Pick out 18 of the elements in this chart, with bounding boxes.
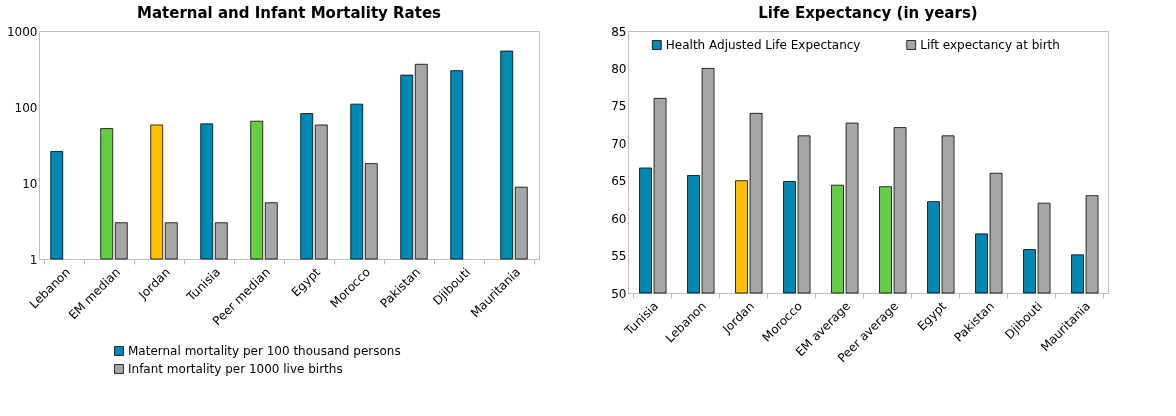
chart-title: Life Expectancy (in years) — [758, 4, 978, 22]
legend-label: Infant mortality per 1000 live births — [128, 362, 343, 376]
y-tick-label: 70 — [611, 136, 627, 151]
y-tick-label: 75 — [611, 99, 627, 114]
legend-label: Maternal mortality per 100 thousand persons — [128, 344, 401, 358]
y-tick-label: 85 — [611, 24, 627, 39]
y-tick-label: 1000 — [6, 24, 38, 39]
y-tick-label: 80 — [611, 61, 627, 76]
y-tick-label: 60 — [611, 211, 627, 226]
y-tick-label: 55 — [611, 249, 627, 264]
legend-label: Lift expectancy at birth — [920, 38, 1060, 52]
y-tick-label: 50 — [611, 286, 627, 301]
chart-title: Maternal and Infant Mortality Rates — [136, 4, 442, 22]
y-tick-label: 100 — [14, 100, 38, 115]
y-tick-label: 10 — [22, 176, 38, 191]
y-tick-label: 1 — [29, 252, 38, 267]
legend-label: Health Adjusted Life Expectancy — [665, 38, 861, 52]
y-tick-label: 65 — [611, 174, 627, 189]
